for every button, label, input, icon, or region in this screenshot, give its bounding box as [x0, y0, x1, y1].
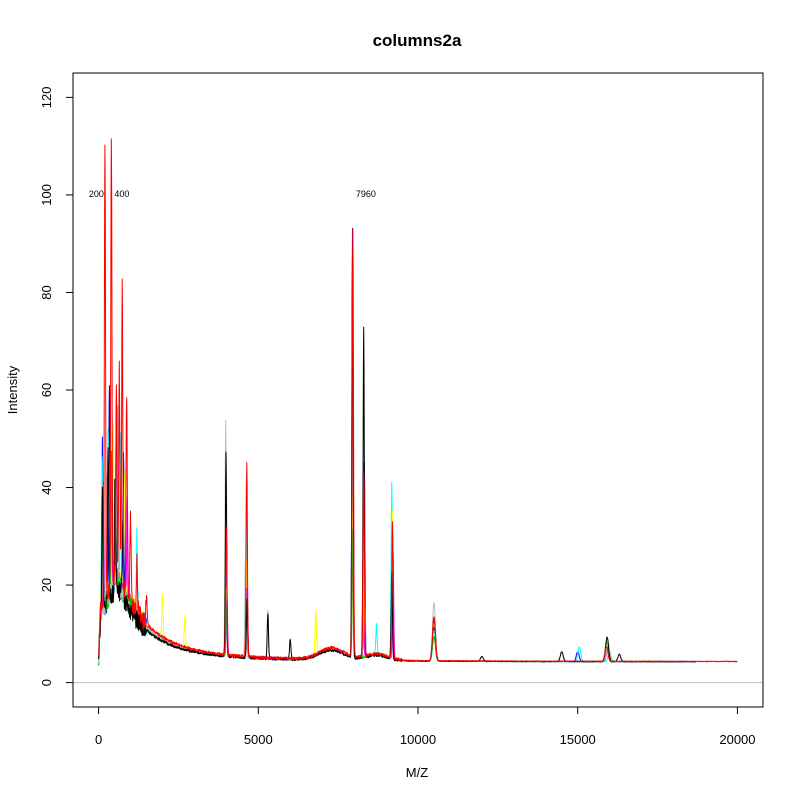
chart-title: columns2a	[373, 31, 462, 50]
peak-label: 400	[114, 189, 129, 199]
spectrum-series-line	[98, 250, 697, 663]
series-layer	[98, 138, 738, 666]
spectrum-series-line	[98, 375, 642, 664]
y-axis: 0 20 40 60 80 100 120	[39, 87, 74, 686]
y-tick-label: 80	[39, 285, 54, 299]
x-tick-label: 10000	[400, 732, 436, 747]
y-tick-label: 0	[39, 679, 54, 686]
y-tick-label: 100	[39, 184, 54, 206]
peak-label: 200	[89, 189, 104, 199]
x-axis: 0 5000 10000 15000 20000	[95, 706, 756, 747]
peak-label: 7960	[356, 189, 376, 199]
x-tick-label: 5000	[244, 732, 273, 747]
spectrum-series-line	[98, 427, 693, 664]
x-tick-label: 20000	[719, 732, 755, 747]
y-tick-label: 20	[39, 578, 54, 592]
y-tick-label: 120	[39, 87, 54, 109]
spectrum-series-line	[98, 422, 671, 663]
plot-frame	[72, 72, 764, 708]
spectrum-series-line	[98, 450, 674, 663]
y-tick-label: 40	[39, 480, 54, 494]
x-tick-label: 15000	[560, 732, 596, 747]
y-axis-label: Intensity	[5, 365, 20, 414]
spectrum-series-line	[98, 138, 738, 663]
y-tick-label: 60	[39, 383, 54, 397]
peak-label-layer: 200 400 7960	[89, 189, 376, 199]
x-axis-label: M/Z	[406, 765, 428, 780]
x-tick-label: 0	[95, 732, 102, 747]
